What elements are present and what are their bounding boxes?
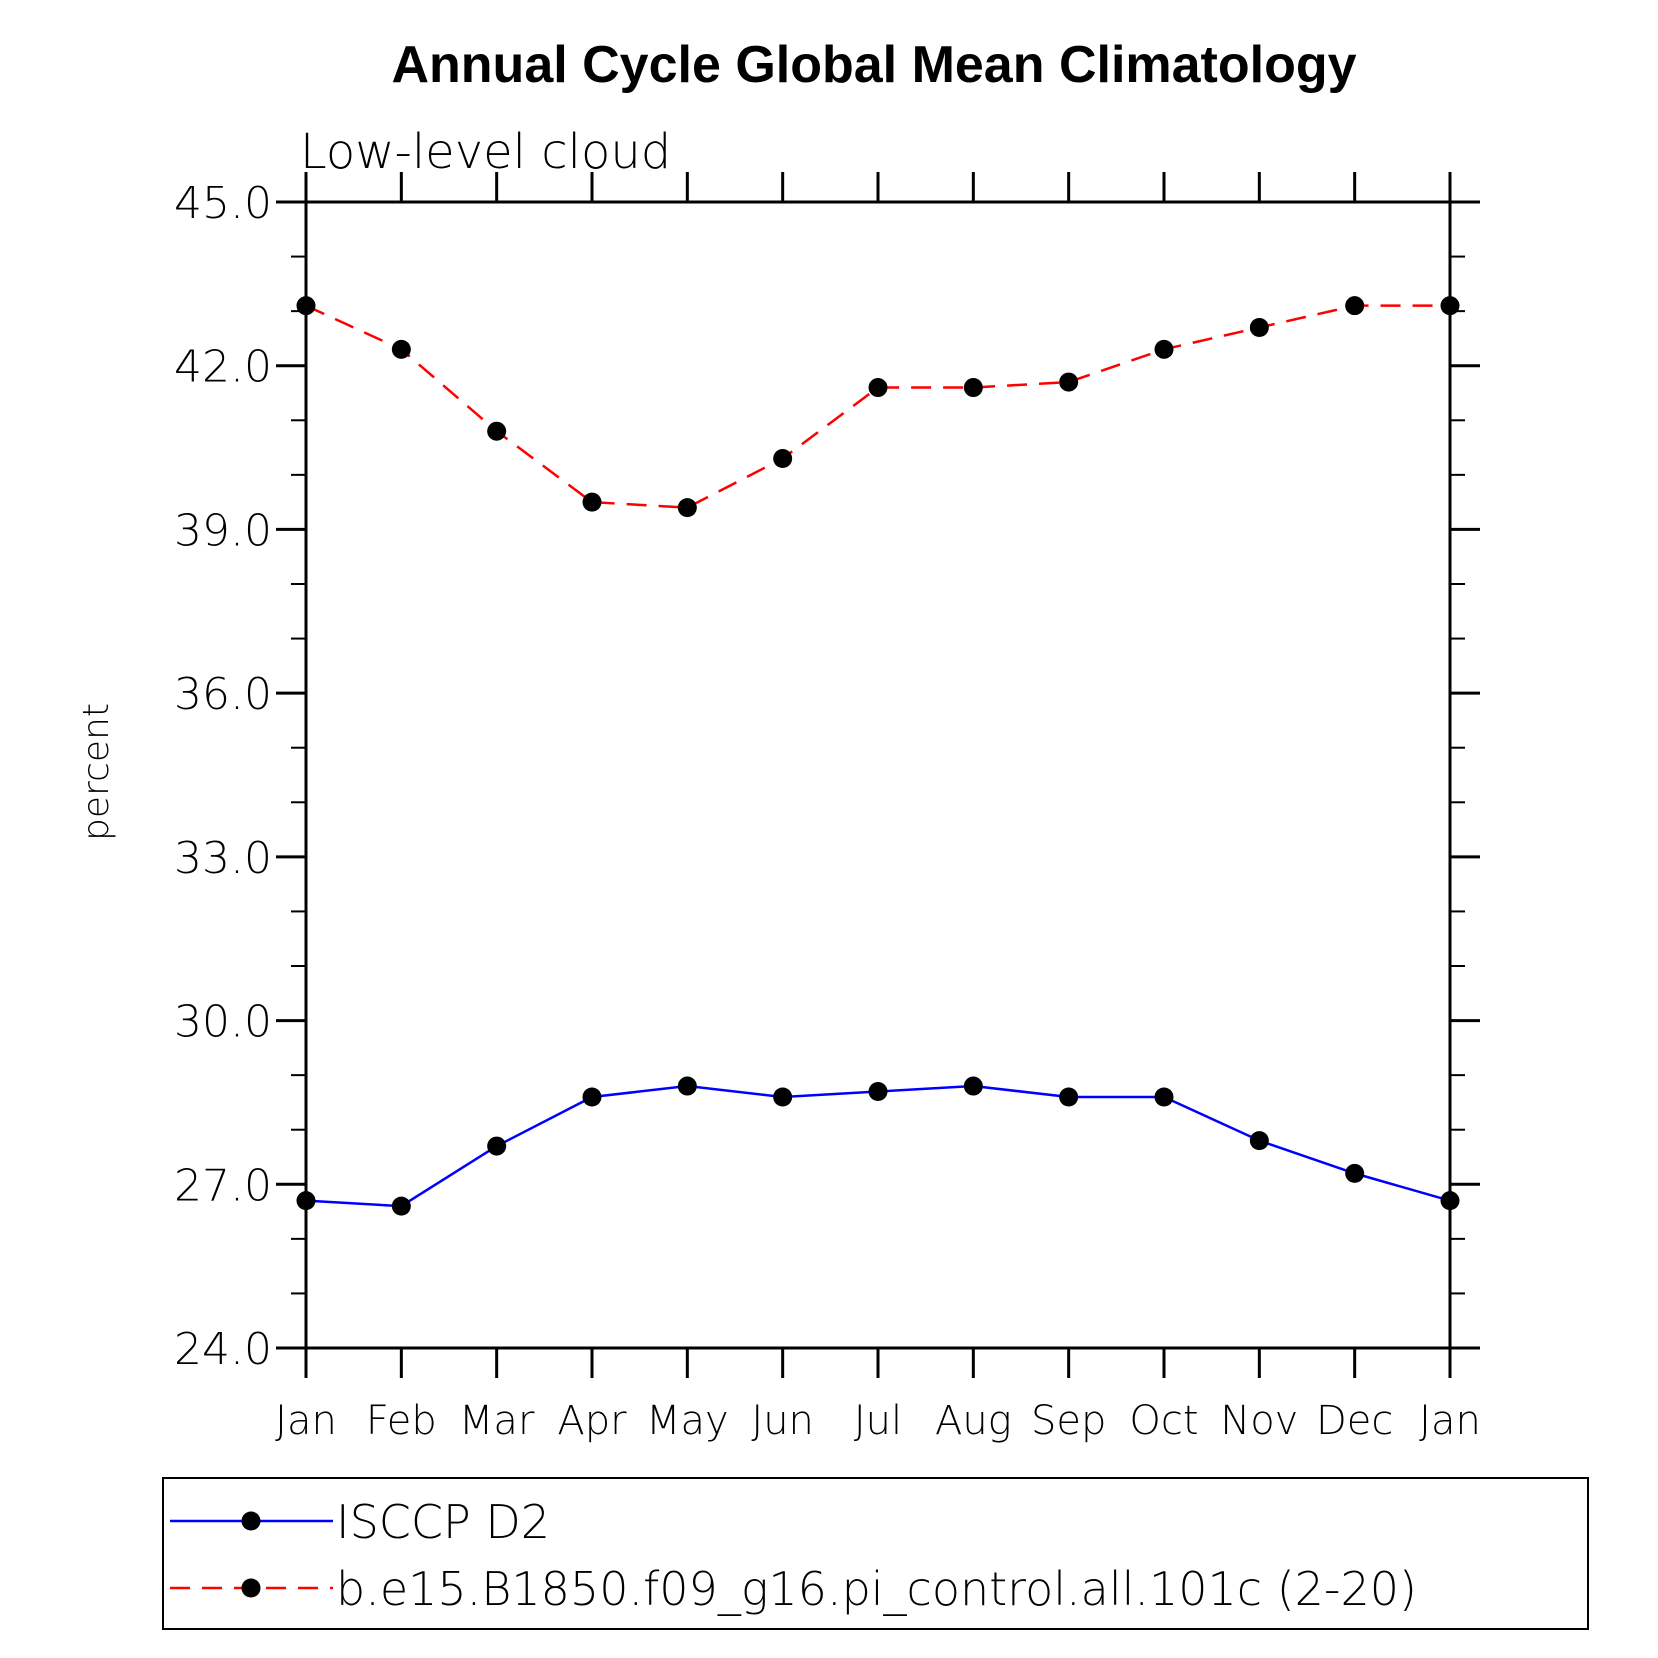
data-point [582,492,602,512]
y-tick-label: 24.0 [174,1324,272,1375]
data-point [296,296,316,316]
y-tick-label: 36.0 [174,669,272,720]
data-point [1249,1131,1269,1151]
data-point [868,1082,888,1102]
data-point [1440,1191,1460,1211]
series-layer [296,296,1460,1216]
y-tick-labels: 24.0 27.0 30.0 33.0 36.0 39.0 42.0 45.0 [174,178,272,1375]
series-line-1 [305,304,1450,509]
series-line-0 [305,1084,1451,1208]
x-tick-label: Mar [459,1398,535,1444]
data-point [296,1191,316,1211]
data-point [1059,1087,1079,1107]
plot-frame [304,200,1452,1350]
legend: ISCCP D2 b.e15.B1850.f09_g16.pi_control.a… [170,1495,1417,1616]
x-tick-label: Apr [557,1398,627,1444]
data-point [391,339,411,359]
x-tick-label: Jun [751,1398,814,1444]
x-tick-label: May [646,1398,729,1444]
x-tick-label: Aug [935,1398,1012,1444]
y-tick-label: 30.0 [174,997,272,1048]
y-tick-label: 39.0 [174,505,272,556]
data-point [1249,318,1269,338]
data-point [773,1087,793,1107]
data-point [487,1136,507,1156]
data-point [487,421,507,441]
legend-marker [241,1578,261,1598]
data-point [1345,296,1365,316]
y-tick-label: 33.0 [174,833,272,884]
data-point [391,1196,411,1216]
x-tick-labels: Jan Feb Mar Apr May Jun Jul Aug Sep Oct Nov Dec Jan [275,1398,1481,1444]
x-tick-label: Oct [1129,1398,1198,1444]
x-tick-label: Jan [1419,1398,1481,1444]
y-axis-label: percent [76,703,117,841]
data-point [1154,339,1174,359]
x-tick-label: Sep [1031,1398,1106,1444]
chart-title: Annual Cycle Global Mean Climatology [391,36,1356,94]
x-tick-label: Dec [1316,1398,1393,1444]
legend-box [162,1477,1589,1630]
data-point [963,378,983,398]
y-tick-label: 27.0 [174,1160,272,1211]
y-tick-label: 42.0 [174,342,272,393]
x-tick-label: Jan [275,1398,337,1444]
data-point [868,378,888,398]
y-tick-label: 45.0 [174,178,272,229]
data-point [677,498,697,518]
data-point [677,1076,697,1096]
legend-label-1: b.e15.B1850.f09_g16.pi_control.all.101c … [336,1562,1417,1616]
data-point [963,1076,983,1096]
x-tick-label: Feb [366,1398,437,1444]
axis-ticks [276,172,1480,1378]
data-point [1345,1163,1365,1183]
chart-subtitle: Low-level cloud [300,124,671,180]
data-point [1059,372,1079,392]
data-point [773,448,793,468]
x-tick-label: Nov [1220,1398,1298,1444]
legend-marker [241,1511,261,1531]
data-point [582,1087,602,1107]
legend-label-0: ISCCP D2 [336,1495,550,1549]
data-point [1440,296,1460,316]
data-point [1154,1087,1174,1107]
x-tick-label: Jul [854,1398,902,1444]
